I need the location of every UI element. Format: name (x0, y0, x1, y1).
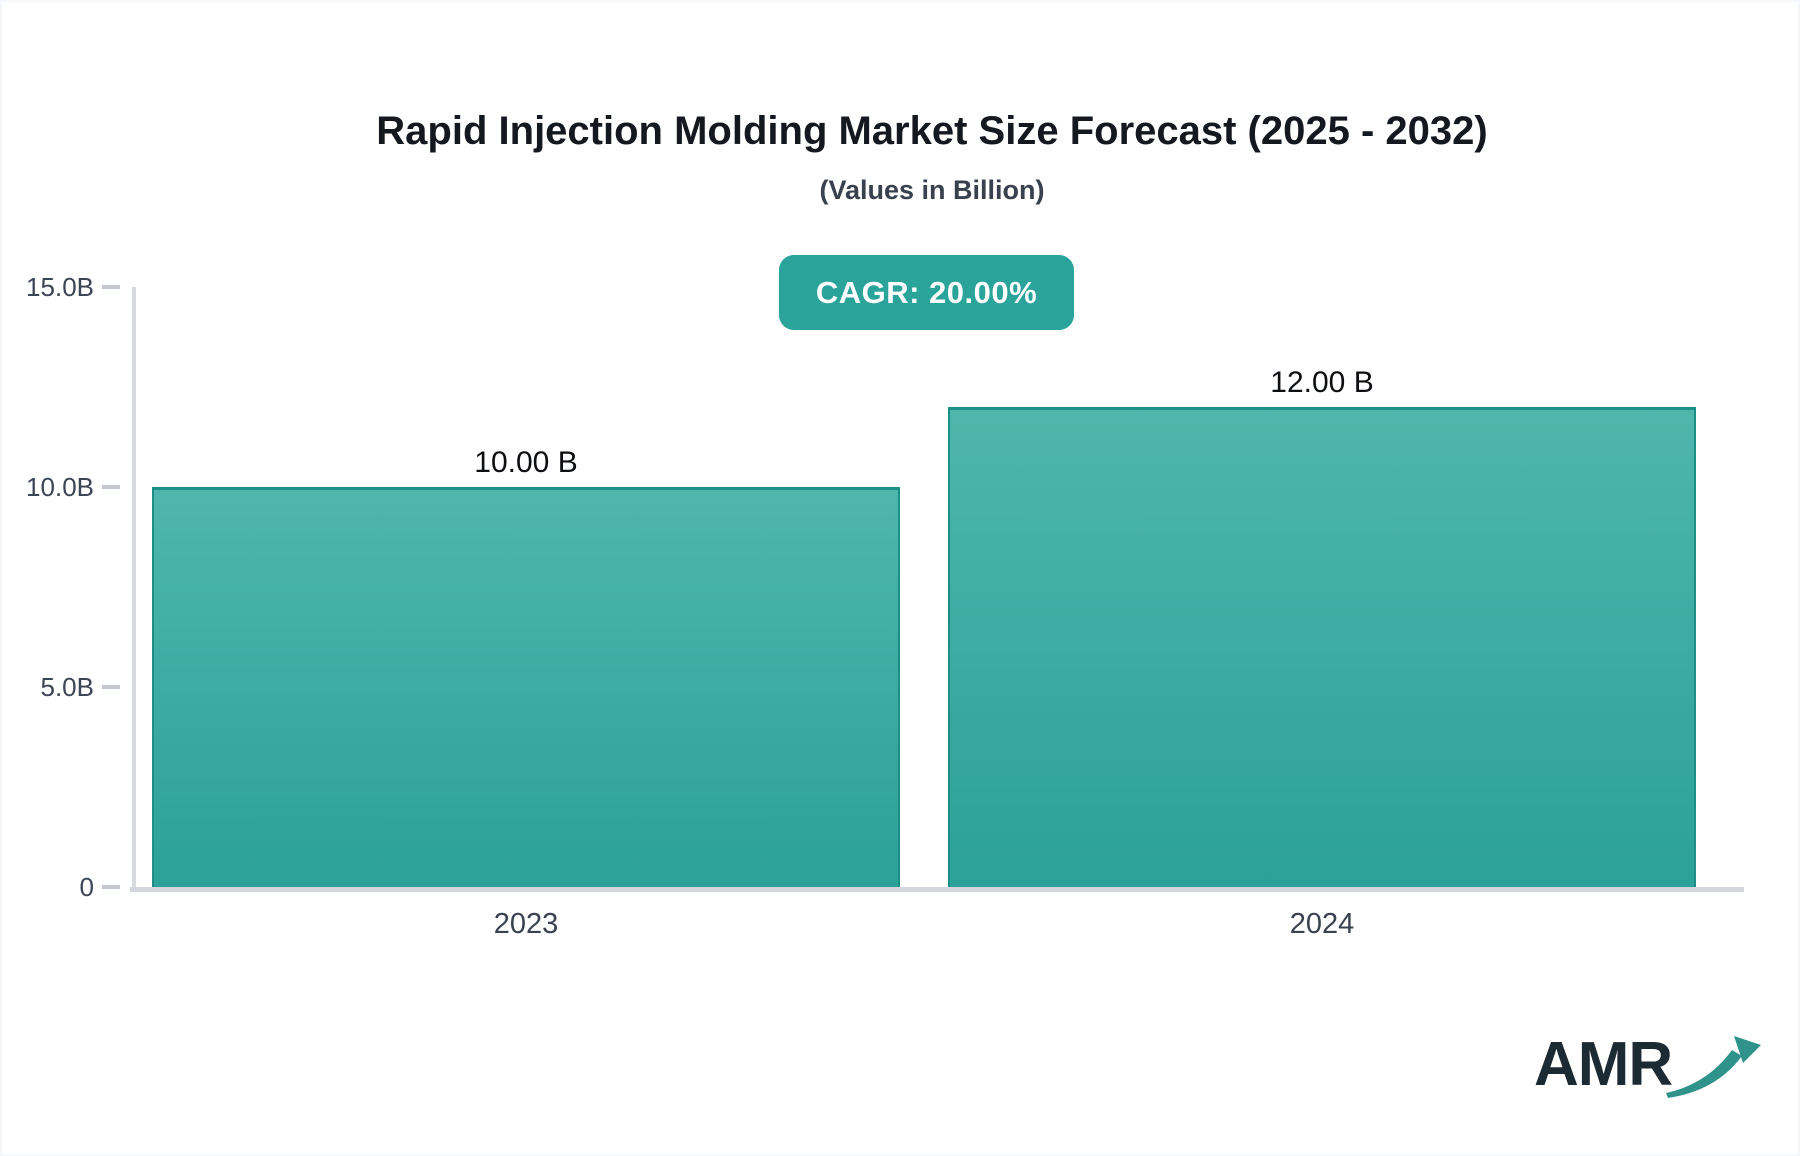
x-axis-baseline (130, 887, 1744, 892)
chart-title: Rapid Injection Molding Market Size Fore… (376, 109, 1488, 153)
cagr-badge: CAGR: 20.00% (779, 255, 1074, 330)
y-tick-label: 0 (79, 872, 94, 902)
bar-2024 (948, 407, 1696, 887)
bar-2023 (152, 487, 900, 887)
y-tick-dash (102, 285, 120, 289)
x-axis-label: 2023 (493, 908, 559, 940)
y-tick-label: 5.0B (40, 672, 95, 702)
amr-logo: AMR (1534, 1032, 1762, 1107)
bar-value-label: 10.00 B (474, 446, 578, 479)
amr-logo-text: AMR (1534, 1030, 1673, 1099)
y-tick-dash (102, 485, 120, 489)
chart-subtitle: (Values in Billion) (819, 175, 1045, 205)
x-axis-label: 2024 (1289, 908, 1355, 940)
y-tick-dash (102, 685, 120, 689)
growth-arrow-icon (1666, 1036, 1762, 1107)
bar-value-label: 12.00 B (1270, 366, 1374, 399)
y-axis-line (132, 287, 136, 889)
y-tick-dash (102, 885, 120, 889)
y-tick-label: 10.0B (26, 472, 94, 502)
y-tick-label: 15.0B (26, 272, 94, 302)
